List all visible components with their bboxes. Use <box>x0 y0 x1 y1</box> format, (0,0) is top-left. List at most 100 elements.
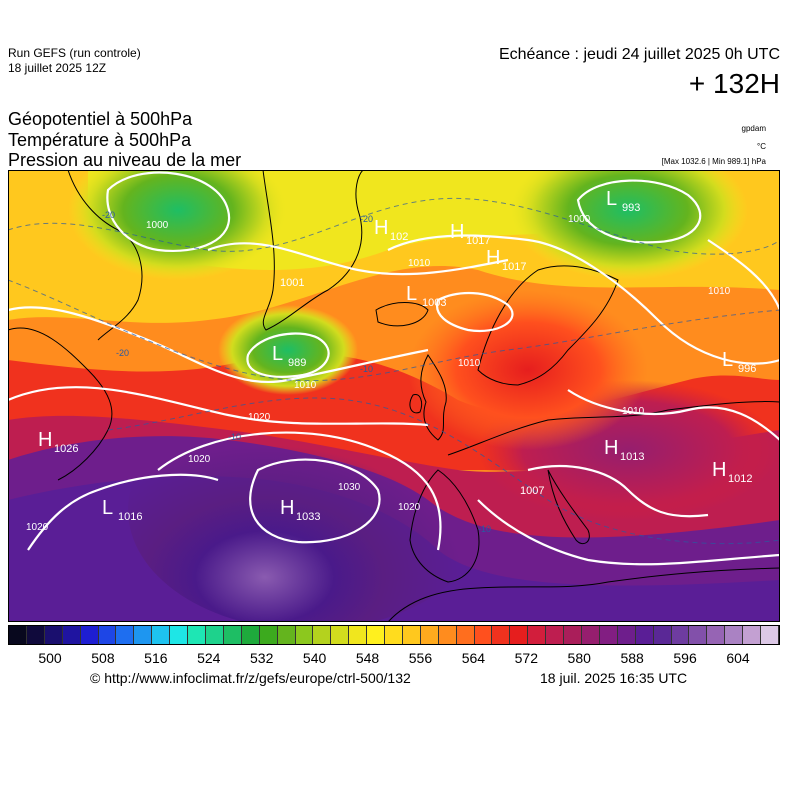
unit-geopotential: gpdam <box>741 124 766 133</box>
color-scale-tick: 572 <box>514 650 538 666</box>
svg-text:993: 993 <box>622 202 640 214</box>
color-scale-cell <box>98 626 117 644</box>
isobar-label: 1010 <box>458 358 481 369</box>
isobar-1010-east <box>567 389 780 441</box>
isotherm-3 <box>107 397 780 545</box>
color-scale-cell <box>599 626 618 644</box>
coast-uk <box>420 354 447 441</box>
isobar-989 <box>246 332 330 378</box>
color-scale-cell <box>474 626 493 644</box>
color-scale-tick: 516 <box>144 650 168 666</box>
isobar-label: 1020 <box>26 522 49 533</box>
svg-text:H: H <box>450 221 464 243</box>
center-l-996: L 996 <box>722 349 756 375</box>
color-scale-cell <box>134 626 153 644</box>
color-scale-cell <box>9 626 27 644</box>
isobar-1010-b <box>207 242 509 276</box>
color-scale-cell <box>170 626 189 644</box>
color-scale-cell <box>582 626 600 644</box>
coast-labrador <box>8 327 113 481</box>
svg-text:102: 102 <box>390 231 408 243</box>
isobar-label: 1010 <box>294 380 317 391</box>
center-h-1033: H 1033 <box>280 497 320 523</box>
isobar-1030 <box>249 458 381 544</box>
isotherm-label: -10 <box>478 524 491 534</box>
isobar-1010-med <box>527 464 709 518</box>
svg-text:L: L <box>406 283 417 305</box>
color-scale-cell <box>420 626 439 644</box>
color-scale-cell <box>277 626 296 644</box>
low-greenland <box>68 170 288 280</box>
center-l-1016: L 1016 <box>102 497 142 523</box>
color-scale-cell <box>707 626 726 644</box>
svg-text:1016: 1016 <box>118 511 142 523</box>
color-scale-tick: 604 <box>726 650 750 666</box>
color-scale-cell <box>653 626 672 644</box>
color-scale-cell <box>44 626 63 644</box>
color-scale-cell <box>743 626 762 644</box>
isobar-label: 1010 <box>708 286 731 297</box>
color-scale-cell <box>223 626 242 644</box>
color-scale-cell <box>349 626 368 644</box>
color-scale-cell <box>510 626 529 644</box>
source-credit: © http://www.infoclimat.fr/z/gefs/europe… <box>90 670 411 686</box>
isobar-1020-c <box>27 473 219 551</box>
svg-text:H: H <box>604 437 618 459</box>
coast-africa <box>387 567 780 622</box>
coast-ireland <box>409 393 423 414</box>
unit-pressure: [Max 1032.6 | Min 989.1] hPa <box>661 157 766 166</box>
coast-canada-north <box>67 170 143 341</box>
color-scale-tick: 508 <box>91 650 115 666</box>
center-h-102: H 102 <box>374 217 408 243</box>
color-scale-cell <box>367 626 386 644</box>
center-h-1026: H 1026 <box>38 429 78 455</box>
color-scale-cell <box>402 626 421 644</box>
center-l-993: L 993 <box>606 188 640 214</box>
color-scale-tick: 580 <box>567 650 591 666</box>
isobar-1020-b <box>157 431 442 551</box>
isobar-label: 1010 <box>622 406 645 417</box>
svg-text:1017: 1017 <box>502 261 526 273</box>
center-l-1007: 1007 <box>520 485 544 497</box>
center-l-1001: 1001 <box>280 277 304 289</box>
color-scale-tick: 548 <box>355 650 380 666</box>
color-scale-cell <box>761 626 779 644</box>
color-scale-cell <box>635 626 654 644</box>
svg-text:H: H <box>280 497 294 519</box>
field-pressure: Pression au niveau de la mer <box>8 150 242 170</box>
color-scale-tick: 556 <box>408 650 433 666</box>
color-scale-tick: 532 <box>250 650 274 666</box>
color-scale-cell <box>205 626 224 644</box>
high-core <box>128 390 488 622</box>
svg-text:1012: 1012 <box>728 473 752 485</box>
weather-map: L 989 L 993 1001 L 1003 L 996 L 1016 1007 H 10… <box>8 170 780 622</box>
lead-time: + 132H <box>688 68 780 99</box>
valid-time: Echéance : jeudi 24 juillet 2025 0h UTC <box>498 46 780 63</box>
isobar-1000 <box>106 171 231 252</box>
svg-text:L: L <box>722 349 733 371</box>
isobar-1010-a <box>8 306 429 384</box>
coast-greenland <box>262 170 364 331</box>
color-scale-cell <box>528 626 547 644</box>
color-scale-cell <box>546 626 565 644</box>
field-geopotential: Géopotentiel à 500hPa <box>8 109 193 129</box>
isobar-label: 1000 <box>146 220 169 231</box>
color-scale-tick: 596 <box>673 650 697 666</box>
isobar-label: 1010 <box>408 258 431 269</box>
center-h-1013: H 1013 <box>604 437 644 463</box>
color-scale-cell <box>438 626 457 644</box>
color-scale-cell <box>456 626 475 644</box>
isobar-1020-east <box>477 499 780 566</box>
color-scale <box>8 625 780 645</box>
color-scale-cell <box>295 626 314 644</box>
color-scale-cell <box>259 626 278 644</box>
isotherm-2 <box>8 197 780 255</box>
color-scale-cell <box>116 626 135 644</box>
color-scale-cell <box>313 626 332 644</box>
color-scale-tick: 524 <box>197 650 221 666</box>
coast-italy <box>547 469 590 545</box>
isotherm-label: -20 <box>360 214 373 224</box>
color-scale-tick: 588 <box>620 650 644 666</box>
color-scale-cell <box>725 626 744 644</box>
color-scale-cell <box>26 626 45 644</box>
